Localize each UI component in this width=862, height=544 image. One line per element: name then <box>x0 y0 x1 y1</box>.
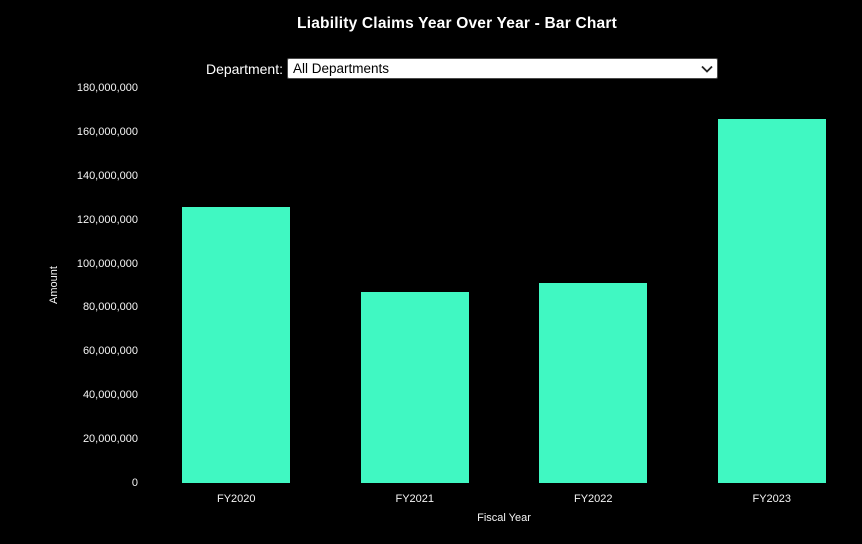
y-tick-label: 120,000,000 <box>76 213 138 226</box>
x-tick-label: FY2021 <box>395 493 435 505</box>
x-tick-label: FY2020 <box>216 493 256 505</box>
y-tick-label: 20,000,000 <box>82 433 138 446</box>
department-label: Department: <box>205 61 283 77</box>
y-tick-label: 100,000,000 <box>76 257 138 270</box>
y-tick-label: 160,000,000 <box>76 125 138 138</box>
x-axis-title: Fiscal Year <box>477 512 531 524</box>
bar-fy2022 <box>539 283 648 483</box>
department-select[interactable]: All Departments <box>287 58 718 79</box>
bar-fy2023 <box>717 118 826 483</box>
y-tick-label: 0 <box>131 477 138 489</box>
chart-title: Liability Claims Year Over Year - Bar Ch… <box>297 15 617 32</box>
x-tick-label: FY2022 <box>573 493 613 505</box>
bar-fy2021 <box>360 292 469 483</box>
x-tick-label: FY2023 <box>752 493 792 505</box>
y-tick-label: 80,000,000 <box>82 301 138 314</box>
y-tick-label: 60,000,000 <box>82 345 138 358</box>
y-tick-label: 180,000,000 <box>76 82 138 94</box>
y-tick-label: 140,000,000 <box>76 169 138 182</box>
y-axis-title: Amount <box>48 266 60 304</box>
y-tick-label: 40,000,000 <box>82 389 138 402</box>
bar-fy2020 <box>182 206 291 483</box>
